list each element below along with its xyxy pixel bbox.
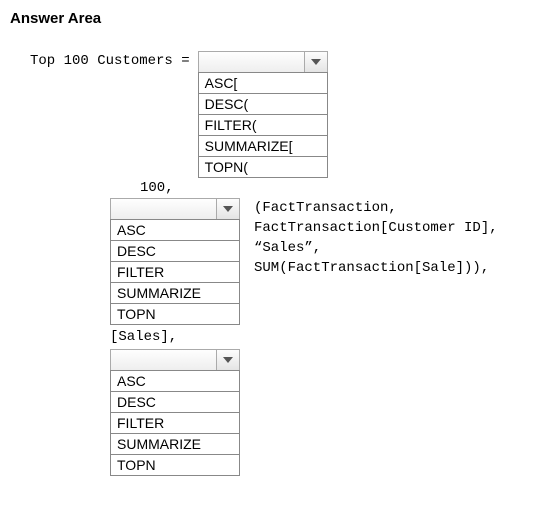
dropdown-1-option[interactable]: SUMMARIZE[: [198, 136, 327, 157]
code-line: “Sales”,: [254, 238, 498, 258]
answer-area: Top 100 Customers = ASC[ DESC( FILTER( S…: [10, 51, 532, 476]
dropdown-3[interactable]: ASC DESC FILTER SUMMARIZE TOPN: [110, 349, 240, 476]
code-line: SUM(FactTransaction[Sale])),: [254, 258, 498, 278]
page-title: Answer Area: [10, 10, 532, 27]
dropdown-2[interactable]: ASC DESC FILTER SUMMARIZE TOPN: [110, 198, 240, 325]
dropdown-1-value: [199, 52, 304, 72]
dropdown-3-button[interactable]: [216, 350, 239, 370]
dropdown-3-option[interactable]: TOPN: [111, 455, 240, 476]
dropdown-1-option[interactable]: DESC(: [198, 94, 327, 115]
dropdown-1-option[interactable]: FILTER(: [198, 115, 327, 136]
dropdown-1-option[interactable]: TOPN(: [198, 157, 327, 178]
dropdown-3-option[interactable]: DESC: [111, 392, 240, 413]
chevron-down-icon: [223, 357, 233, 363]
sales-label: [Sales],: [110, 329, 532, 345]
dropdown-2-button[interactable]: [216, 199, 239, 219]
dropdown-2-option[interactable]: FILTER: [111, 262, 240, 283]
chevron-down-icon: [311, 59, 321, 65]
literal-100: 100,: [140, 180, 532, 196]
dropdown-2-option[interactable]: ASC: [111, 220, 240, 241]
dropdown-3-option[interactable]: ASC: [111, 371, 240, 392]
dropdown-1-option[interactable]: ASC[: [198, 73, 327, 94]
code-line: FactTransaction[Customer ID],: [254, 218, 498, 238]
dropdown-2-option[interactable]: DESC: [111, 241, 240, 262]
dropdown-3-value: [111, 350, 216, 370]
dropdown-2-option[interactable]: TOPN: [111, 304, 240, 325]
dropdown-2-option[interactable]: SUMMARIZE: [111, 283, 240, 304]
dropdown-3-option[interactable]: SUMMARIZE: [111, 434, 240, 455]
dropdown-1-button[interactable]: [304, 52, 327, 72]
expr-prefix: Top 100 Customers =: [30, 51, 190, 69]
dropdown-3-option[interactable]: FILTER: [111, 413, 240, 434]
chevron-down-icon: [223, 206, 233, 212]
dropdown-2-value: [111, 199, 216, 219]
code-line: (FactTransaction,: [254, 198, 498, 218]
dropdown-1[interactable]: ASC[ DESC( FILTER( SUMMARIZE[ TOPN(: [198, 51, 328, 178]
dax-fragment: (FactTransaction, FactTransaction[Custom…: [254, 198, 498, 278]
